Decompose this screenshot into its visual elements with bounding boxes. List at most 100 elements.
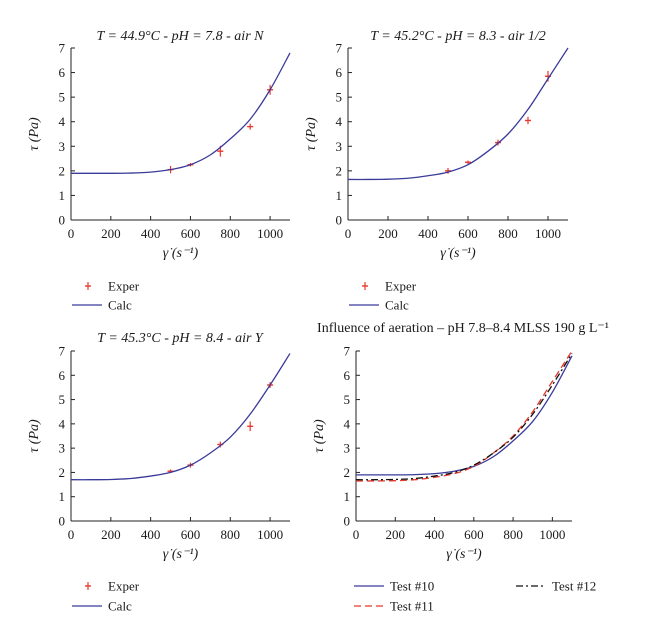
legend-item: Calc (349, 298, 409, 313)
legend: Exper Calc (349, 279, 417, 313)
y-tick-label: 6 (59, 65, 66, 80)
x-tick-label: 600 (458, 226, 478, 241)
chart-panel-3: T = 45.3°C - pH = 8.4 - air Y 0 200 400 600 8… (27, 331, 291, 614)
x-tick-label: 200 (378, 226, 398, 241)
x-tick-label: 800 (503, 527, 523, 542)
y-tick-label: 0 (336, 213, 343, 228)
legend-label: Calc (108, 298, 132, 313)
chart-title: T = 44.9°C - pH = 7.8 - air N (97, 29, 265, 44)
y-tick-label: 7 (59, 41, 66, 56)
legend-label: Calc (108, 599, 132, 614)
x-tick-label: 1000 (535, 226, 561, 241)
legend-label: Exper (108, 579, 140, 594)
data-point (247, 421, 254, 432)
y-tick-label: 4 (59, 114, 66, 129)
y-tick-label: 6 (336, 65, 343, 80)
y-tick-label: 7 (344, 344, 351, 359)
y-tick-label: 3 (336, 139, 343, 154)
y-tick-label: 2 (336, 163, 343, 178)
series-line-test-12 (355, 353, 573, 481)
x-tick-label: 800 (221, 527, 241, 542)
chart-title: T = 45.3°C - pH = 8.4 - air Y (97, 331, 265, 346)
y-tick-label: 0 (59, 514, 66, 529)
y-tick-label: 3 (59, 139, 66, 154)
y-tick-label: 0 (344, 514, 351, 529)
y-axis-label: τ (Pa) (27, 419, 42, 453)
x-tick-label: 600 (181, 226, 201, 241)
x-tick-label: 200 (386, 527, 406, 542)
x-axis-label: γ̇ (s⁻¹) (446, 547, 482, 562)
legend: Exper Calc (72, 279, 140, 313)
y-tick-label: 1 (336, 188, 343, 203)
x-tick-label: 400 (418, 226, 438, 241)
series-line-calc (70, 52, 291, 174)
data-point (465, 160, 471, 164)
y-tick-label: 0 (59, 213, 66, 228)
y-tick-label: 6 (344, 368, 351, 383)
x-tick-label: 1000 (257, 226, 283, 241)
legend-label: Test #11 (390, 599, 434, 614)
x-tick-label: 600 (464, 527, 484, 542)
y-tick-label: 1 (344, 489, 351, 504)
legend-item: Calc (72, 599, 132, 614)
y-tick-label: 7 (336, 41, 343, 56)
y-tick-label: 4 (344, 416, 351, 431)
legend-item: Exper (85, 579, 140, 594)
y-tick-label: 6 (59, 368, 66, 383)
series-line-calc (70, 353, 291, 481)
y-tick-label: 5 (59, 90, 66, 105)
y-tick-label: 2 (344, 465, 351, 480)
x-tick-label: 400 (141, 226, 161, 241)
x-tick-label: 200 (101, 226, 121, 241)
legend-label: Exper (385, 279, 417, 294)
y-tick-label: 7 (59, 344, 66, 359)
legend-label: Calc (385, 298, 409, 313)
x-axis-label: γ̇ (s⁻¹) (440, 246, 476, 261)
x-tick-label: 200 (101, 527, 121, 542)
legend-item: Calc (72, 298, 132, 313)
data-point (525, 116, 531, 125)
y-tick-label: 2 (59, 163, 66, 178)
x-tick-label: 600 (181, 527, 201, 542)
y-tick-label: 1 (59, 489, 66, 504)
y-tick-label: 5 (344, 392, 351, 407)
series-line-test-10 (356, 355, 573, 476)
y-tick-label: 4 (59, 416, 66, 431)
x-tick-label: 0 (68, 527, 75, 542)
y-tick-label: 5 (336, 90, 343, 105)
legend-item: Test #11 (354, 599, 434, 614)
chart-panel-2: T = 45.2°C - pH = 8.3 - air 1/20 200 400 60… (304, 29, 569, 313)
x-tick-label: 0 (345, 226, 352, 241)
legend-label: Test #12 (552, 579, 596, 594)
x-tick-label: 1000 (539, 527, 565, 542)
chart-title: Influence of aeration – pH 7.8–8.4 MLSS … (317, 321, 609, 336)
legend: Test #10 Test #11 Test #12 (354, 579, 596, 614)
x-tick-label: 1000 (257, 527, 283, 542)
x-tick-label: 400 (141, 527, 161, 542)
legend-label: Exper (108, 279, 140, 294)
x-tick-label: 0 (353, 527, 360, 542)
chart-title: T = 45.2°C - pH = 8.3 - air 1/2 (370, 29, 546, 44)
x-axis-label: γ̇ (s⁻¹) (163, 547, 199, 562)
chart-panel-4: Influence of aeration – pH 7.8–8.4 MLSS … (312, 321, 609, 614)
y-tick-label: 3 (59, 441, 66, 456)
data-point (247, 123, 254, 130)
x-tick-label: 0 (68, 226, 75, 241)
y-axis-label: τ (Pa) (304, 117, 319, 151)
y-axis-label: τ (Pa) (27, 117, 42, 151)
legend-item: Exper (85, 279, 140, 294)
x-tick-label: 800 (498, 226, 518, 241)
y-tick-label: 3 (344, 441, 351, 456)
x-tick-label: 400 (425, 527, 445, 542)
y-tick-label: 2 (59, 465, 66, 480)
legend-label: Test #10 (390, 579, 434, 594)
x-tick-label: 800 (221, 226, 241, 241)
chart-panel-1: T = 44.9°C - pH = 7.8 - air N 0 200 400 600 8… (27, 29, 291, 313)
series-line-calc (347, 47, 569, 181)
y-tick-label: 5 (59, 392, 66, 407)
series-line-test-11 (355, 350, 573, 482)
y-tick-label: 1 (59, 188, 66, 203)
legend-item: Test #10 (354, 579, 434, 594)
legend-item: Test #12 (516, 579, 596, 594)
